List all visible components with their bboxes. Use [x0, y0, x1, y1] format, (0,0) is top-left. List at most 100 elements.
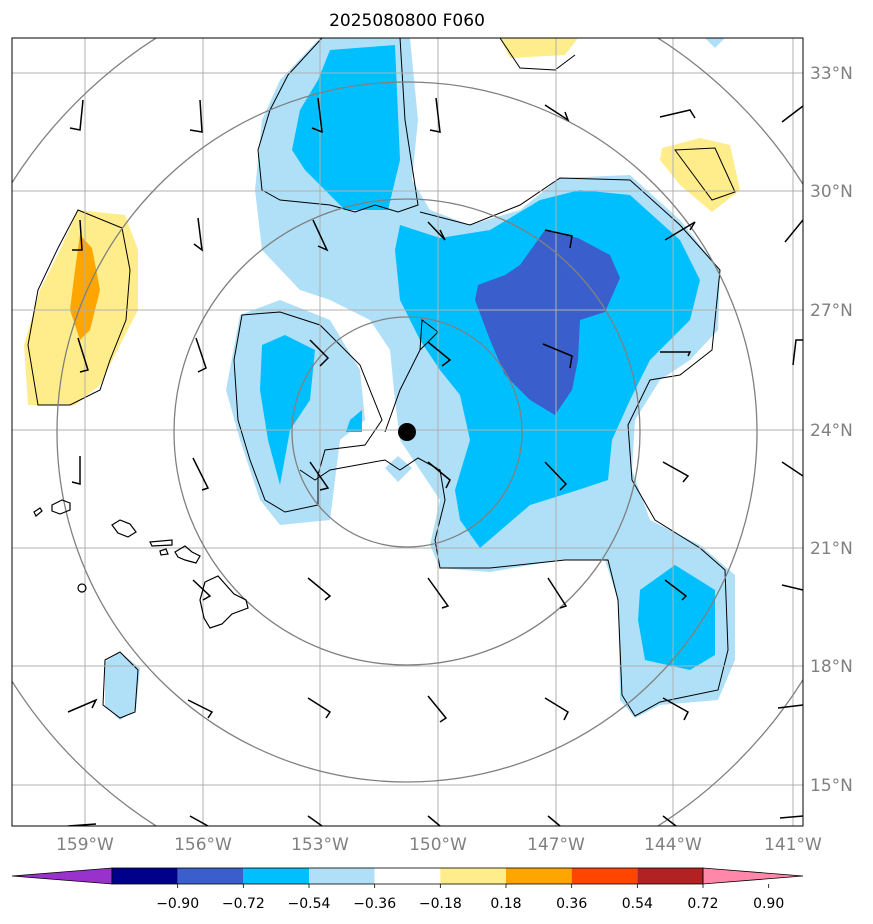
- lat-label-33n: 33°N: [810, 64, 853, 84]
- wind-barb: [544, 461, 568, 491]
- wind-barb: [309, 339, 330, 367]
- colorbar-segment: [177, 868, 244, 884]
- wind-barb: [664, 221, 696, 241]
- map-title: 2025080800 F060: [329, 11, 485, 31]
- colorbar-tick-label: 0.54: [622, 896, 653, 912]
- wind-barb: [192, 579, 212, 601]
- colorbar-segment: [112, 868, 178, 884]
- gridlines: [12, 38, 803, 826]
- wind-barb: [193, 217, 203, 252]
- contour-blue-southeast: [638, 565, 715, 670]
- wind-barb: [427, 341, 452, 367]
- wind-barb: [189, 99, 203, 133]
- range-rings: [12, 38, 803, 826]
- range-ring-3: [56, 81, 758, 783]
- lon-label-153w: 153°W: [291, 835, 349, 855]
- colorbar-extend-low: [11, 867, 113, 885]
- colorbar-tick-label: −0.36: [353, 896, 396, 912]
- wind-barb: [307, 697, 332, 719]
- storm-center-marker: [398, 423, 416, 441]
- hawaiian-islands: [33, 499, 249, 629]
- colorbar-segment: [440, 868, 506, 884]
- wind-barb: [67, 698, 98, 713]
- colorbar-tick-label: −0.18: [419, 896, 462, 912]
- island-molokai: [149, 539, 173, 547]
- lon-label-141w: 141°W: [764, 835, 822, 855]
- wind-barb: [777, 704, 803, 709]
- wind-barb: [660, 351, 692, 357]
- wind-barb: [429, 97, 441, 133]
- lon-label-147w: 147°W: [527, 835, 585, 855]
- lon-label-159w: 159°W: [56, 835, 114, 855]
- wind-barb: [189, 815, 209, 826]
- contour-yellow-top: [500, 38, 578, 58]
- wind-barb: [784, 219, 803, 243]
- colorbar-segment: [637, 868, 703, 884]
- colorbar-tick-label: 0.36: [556, 896, 587, 912]
- wind-barb: [779, 815, 803, 819]
- lon-label-150w: 150°W: [409, 835, 467, 855]
- colorbar-segment: [374, 868, 441, 884]
- wind-barb: [544, 697, 569, 721]
- colorbar-segment: [309, 868, 375, 884]
- wind-barb: [662, 461, 690, 483]
- colorbar-segment: [243, 868, 309, 884]
- wind-barb: [781, 584, 803, 591]
- wind-barb: [781, 105, 803, 123]
- wind-barb: [792, 339, 803, 366]
- wind-barb: [544, 104, 570, 122]
- wind-barb: [72, 219, 83, 251]
- wind-barb: [427, 221, 446, 241]
- contour-blue-north: [292, 45, 400, 210]
- island-kauai: [51, 499, 71, 515]
- wind-barb: [544, 229, 573, 249]
- range-ring-1: [291, 316, 523, 548]
- map-area: [12, 38, 803, 826]
- colorbar: −0.90 −0.72 −0.54 −0.36 −0.18 0.18 0.36 0.54 0.7…: [11, 867, 804, 912]
- colorbar-tick-label: 0.72: [687, 896, 718, 912]
- wind-barb: [427, 695, 448, 723]
- wind-barb: [187, 699, 214, 719]
- lat-label-18n: 18°N: [810, 657, 853, 677]
- contour-blue-west: [260, 335, 315, 485]
- wind-barb: [69, 99, 84, 131]
- wind-barb: [309, 461, 330, 491]
- wind-barb: [542, 343, 573, 369]
- longitude-labels: 159°W 156°W 153°W 150°W 147°W 144°W 141°…: [56, 835, 822, 855]
- wind-barb: [427, 577, 450, 609]
- colorbar-tick-label: −0.54: [288, 896, 331, 912]
- colorbar-extend-high: [702, 867, 804, 885]
- map-frame: [11, 37, 804, 827]
- wind-barb: [307, 577, 332, 601]
- wind-barb: [71, 456, 81, 485]
- wind-barb: [427, 815, 441, 826]
- colorbar-tick-label: −0.72: [222, 896, 265, 912]
- colorbar-tick-label: −0.90: [156, 896, 199, 912]
- island-lanai: [159, 548, 169, 556]
- wind-barbs: [67, 97, 803, 826]
- contour-dark-blue-core: [475, 230, 620, 415]
- wind-barb: [659, 109, 696, 119]
- wind-barb: [781, 461, 803, 477]
- island-niihau: [33, 507, 43, 517]
- lon-label-144w: 144°W: [644, 835, 702, 855]
- lon-label-156w: 156°W: [174, 835, 232, 855]
- colorbar-segments: [11, 867, 804, 885]
- wind-barb: [195, 337, 207, 373]
- lat-label-27n: 27°N: [810, 301, 853, 321]
- wind-barb: [312, 219, 329, 252]
- wind-barb: [427, 461, 451, 489]
- island-oahu: [111, 519, 137, 538]
- wind-barb: [311, 97, 323, 134]
- island-small-circle: [77, 583, 87, 593]
- wind-barb: [662, 815, 677, 826]
- colorbar-tick-labels: −0.90 −0.72 −0.54 −0.36 −0.18 0.18 0.36 0.54 0.7…: [156, 884, 784, 912]
- colorbar-segment: [571, 868, 638, 884]
- contour-light-blue-ne: [705, 38, 725, 48]
- wind-barb: [192, 457, 210, 491]
- latitude-labels: 33°N 30°N 27°N 24°N 21°N 18°N 15°N: [810, 64, 853, 796]
- contour-light-blue-sw: [105, 652, 140, 720]
- wind-barb: [77, 337, 89, 373]
- lat-label-30n: 30°N: [810, 182, 853, 202]
